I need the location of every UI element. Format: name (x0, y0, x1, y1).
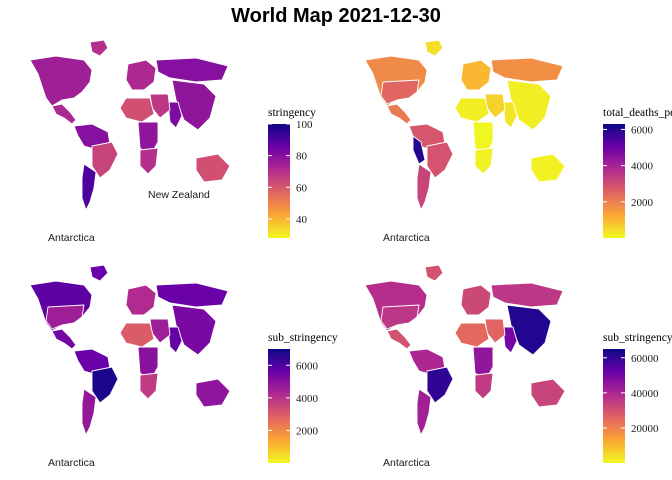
legend-tick-label: 2000 (296, 425, 319, 437)
total-deaths-per-million-region-greenland (424, 39, 444, 57)
total-deaths-per-million-region-europe (460, 59, 492, 91)
stringency-region-africa-south (139, 147, 159, 175)
total-deaths-per-million-region-peru (412, 135, 426, 165)
sub-stringency-cubed-region-india (502, 326, 518, 354)
total-deaths-per-million-region-australia (530, 153, 566, 183)
sub-stringency-cubed-region-africa-south (474, 372, 494, 400)
legend-tick-label: 2000 (631, 197, 654, 209)
legend-tick-label: 60000 (631, 353, 659, 365)
stringency-region-greenland (89, 39, 109, 57)
stringency-region-south-america-south (81, 163, 97, 211)
total-deaths-per-million-region-india (502, 101, 518, 129)
legend-title: stringency (268, 107, 316, 119)
legend-tick-label: 4000 (631, 161, 654, 173)
legend-tick-label: 40 (296, 214, 308, 226)
sub-stringency-cubed-region-russia (490, 282, 564, 308)
stringency-region-africa-north (119, 97, 155, 123)
sub-stringency-region-africa-north (119, 322, 155, 348)
total-deaths-per-million-region-africa-south (474, 147, 494, 175)
legend-tick-label: 80 (296, 151, 308, 163)
sub-stringency-cubed-region-brazil (426, 366, 454, 404)
sub-stringency-region-central-america (51, 328, 77, 350)
total-deaths-per-million-region-russia (490, 57, 564, 83)
stringency-region-brazil (91, 141, 119, 179)
sub-stringency-cubed-region-usa (380, 304, 420, 330)
sub-stringency-region-russia (155, 282, 229, 308)
stringency-region-russia (155, 57, 229, 83)
legend-colorbar (268, 349, 290, 463)
stringency-region-india (167, 101, 183, 129)
sub-stringency-region-australia (195, 378, 231, 408)
sub-stringency-region-greenland (89, 264, 109, 282)
sub-stringency-cubed-map-panel: Antarctica sub_stringency_cubed 60000 40000… (364, 264, 672, 469)
sub-stringency-cubed-region-europe (460, 284, 492, 316)
legend-title: sub_stringency (268, 332, 338, 344)
sub-stringency-cubed-region-australia (530, 378, 566, 408)
sub-stringency-region-africa-south (139, 372, 159, 400)
antarctica-label: Antarctica (48, 457, 95, 469)
sub-stringency-region-europe (125, 284, 157, 316)
antarctica-label: Antarctica (383, 232, 430, 244)
stringency-region-europe (125, 59, 157, 91)
sub-stringency-region-usa (45, 304, 85, 330)
legend-colorbar (603, 349, 625, 463)
legend-colorbar (603, 124, 625, 238)
sub-stringency-region-brazil (91, 366, 119, 404)
legend-title: total_deaths_per_million (603, 107, 672, 119)
new-zealand-label: New Zealand (148, 189, 210, 201)
sub-stringency-cubed-region-central-america (386, 328, 412, 350)
sub-stringency-region-india (167, 326, 183, 354)
legend-tick-label: 40000 (631, 388, 659, 400)
sub-stringency-map-panel: Antarctica sub_stringency 6000 4000 2000 (29, 264, 338, 469)
sub-stringency-cubed-region-greenland (424, 264, 444, 282)
legend-tick-label: 6000 (631, 124, 654, 136)
total-deaths-per-million-region-africa-north (454, 97, 490, 123)
stringency-region-australia (195, 153, 231, 183)
legend-tick-label: 100 (296, 119, 313, 131)
total-deaths-per-million-region-brazil (426, 141, 454, 179)
legend-tick-label: 6000 (296, 360, 319, 372)
stringency-region-central-america (51, 103, 77, 125)
total-deaths-per-million-region-usa (380, 79, 420, 105)
deaths-map-panel: Antarctica total_deaths_per_million 6000 40… (364, 39, 672, 244)
sub-stringency-region-south-america-south (81, 388, 97, 436)
antarctica-label: Antarctica (383, 457, 430, 469)
total-deaths-per-million-region-south-america-south (416, 163, 432, 211)
sub-stringency-cubed-region-south-america-south (416, 388, 432, 436)
legend-title: sub_stringency_cubed (603, 332, 672, 344)
antarctica-label: Antarctica (48, 232, 95, 244)
total-deaths-per-million-region-central-america (386, 103, 412, 125)
legend-tick-label: 20000 (631, 423, 659, 435)
figure-title: World Map 2021-12-30 (231, 5, 441, 27)
legend-tick-label: 60 (296, 182, 308, 194)
legend-tick-label: 4000 (296, 393, 319, 405)
legend-colorbar (268, 124, 290, 238)
sub-stringency-cubed-region-africa-north (454, 322, 490, 348)
stringency-region-north-america (29, 55, 93, 107)
